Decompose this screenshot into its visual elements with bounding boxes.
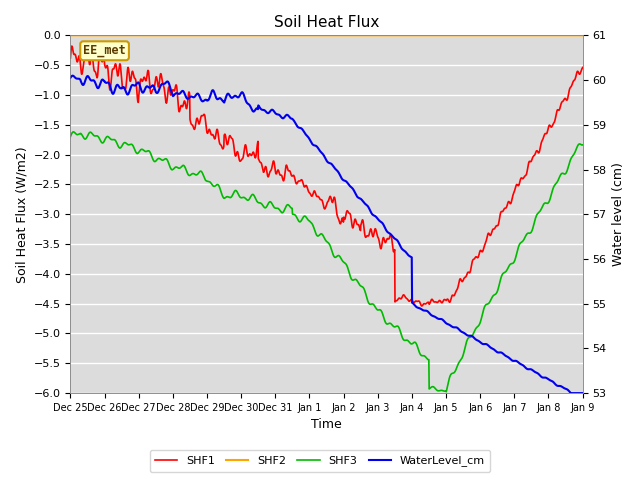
WaterLevel_cm <box>567 390 575 396</box>
Line: WaterLevel_cm: WaterLevel_cm <box>70 76 582 393</box>
Y-axis label: Soil Heat Flux (W/m2): Soil Heat Flux (W/m2) <box>15 146 28 283</box>
SHF1 <box>418 303 426 309</box>
SHF3 <box>70 129 77 135</box>
Line: SHF3: SHF3 <box>70 132 582 392</box>
Line: SHF1: SHF1 <box>70 45 582 306</box>
SHF2 <box>284 33 292 38</box>
WaterLevel_cm <box>127 84 135 89</box>
Text: EE_met: EE_met <box>83 44 126 57</box>
SHF1 <box>579 65 586 71</box>
WaterLevel_cm <box>67 75 74 81</box>
SHF3 <box>127 141 135 147</box>
SHF2 <box>304 33 312 38</box>
SHF2 <box>294 33 302 38</box>
SHF1 <box>358 217 366 223</box>
Y-axis label: Water level (cm): Water level (cm) <box>612 162 625 266</box>
SHF3 <box>284 202 292 208</box>
SHF2 <box>579 33 586 38</box>
SHF3 <box>442 389 450 395</box>
SHF2 <box>358 33 365 38</box>
X-axis label: Time: Time <box>311 419 342 432</box>
WaterLevel_cm <box>579 390 586 396</box>
WaterLevel_cm <box>295 125 303 131</box>
WaterLevel_cm <box>304 134 312 140</box>
SHF3 <box>295 218 303 224</box>
SHF3 <box>67 134 74 140</box>
SHF1 <box>127 74 135 80</box>
SHF3 <box>106 136 114 142</box>
SHF3 <box>358 284 366 289</box>
SHF2 <box>106 33 114 38</box>
SHF1 <box>284 167 292 173</box>
WaterLevel_cm <box>106 84 114 90</box>
Legend: SHF1, SHF2, SHF3, WaterLevel_cm: SHF1, SHF2, SHF3, WaterLevel_cm <box>150 450 490 472</box>
SHF3 <box>579 142 586 148</box>
SHF1 <box>106 86 114 92</box>
SHF1 <box>295 178 303 184</box>
SHF3 <box>304 217 312 223</box>
SHF1 <box>304 187 312 192</box>
SHF1 <box>84 42 92 48</box>
WaterLevel_cm <box>358 197 366 203</box>
WaterLevel_cm <box>284 112 292 118</box>
SHF2 <box>67 33 74 38</box>
SHF1 <box>67 55 74 61</box>
SHF2 <box>127 33 135 38</box>
WaterLevel_cm <box>69 73 77 79</box>
Title: Soil Heat Flux: Soil Heat Flux <box>274 15 379 30</box>
